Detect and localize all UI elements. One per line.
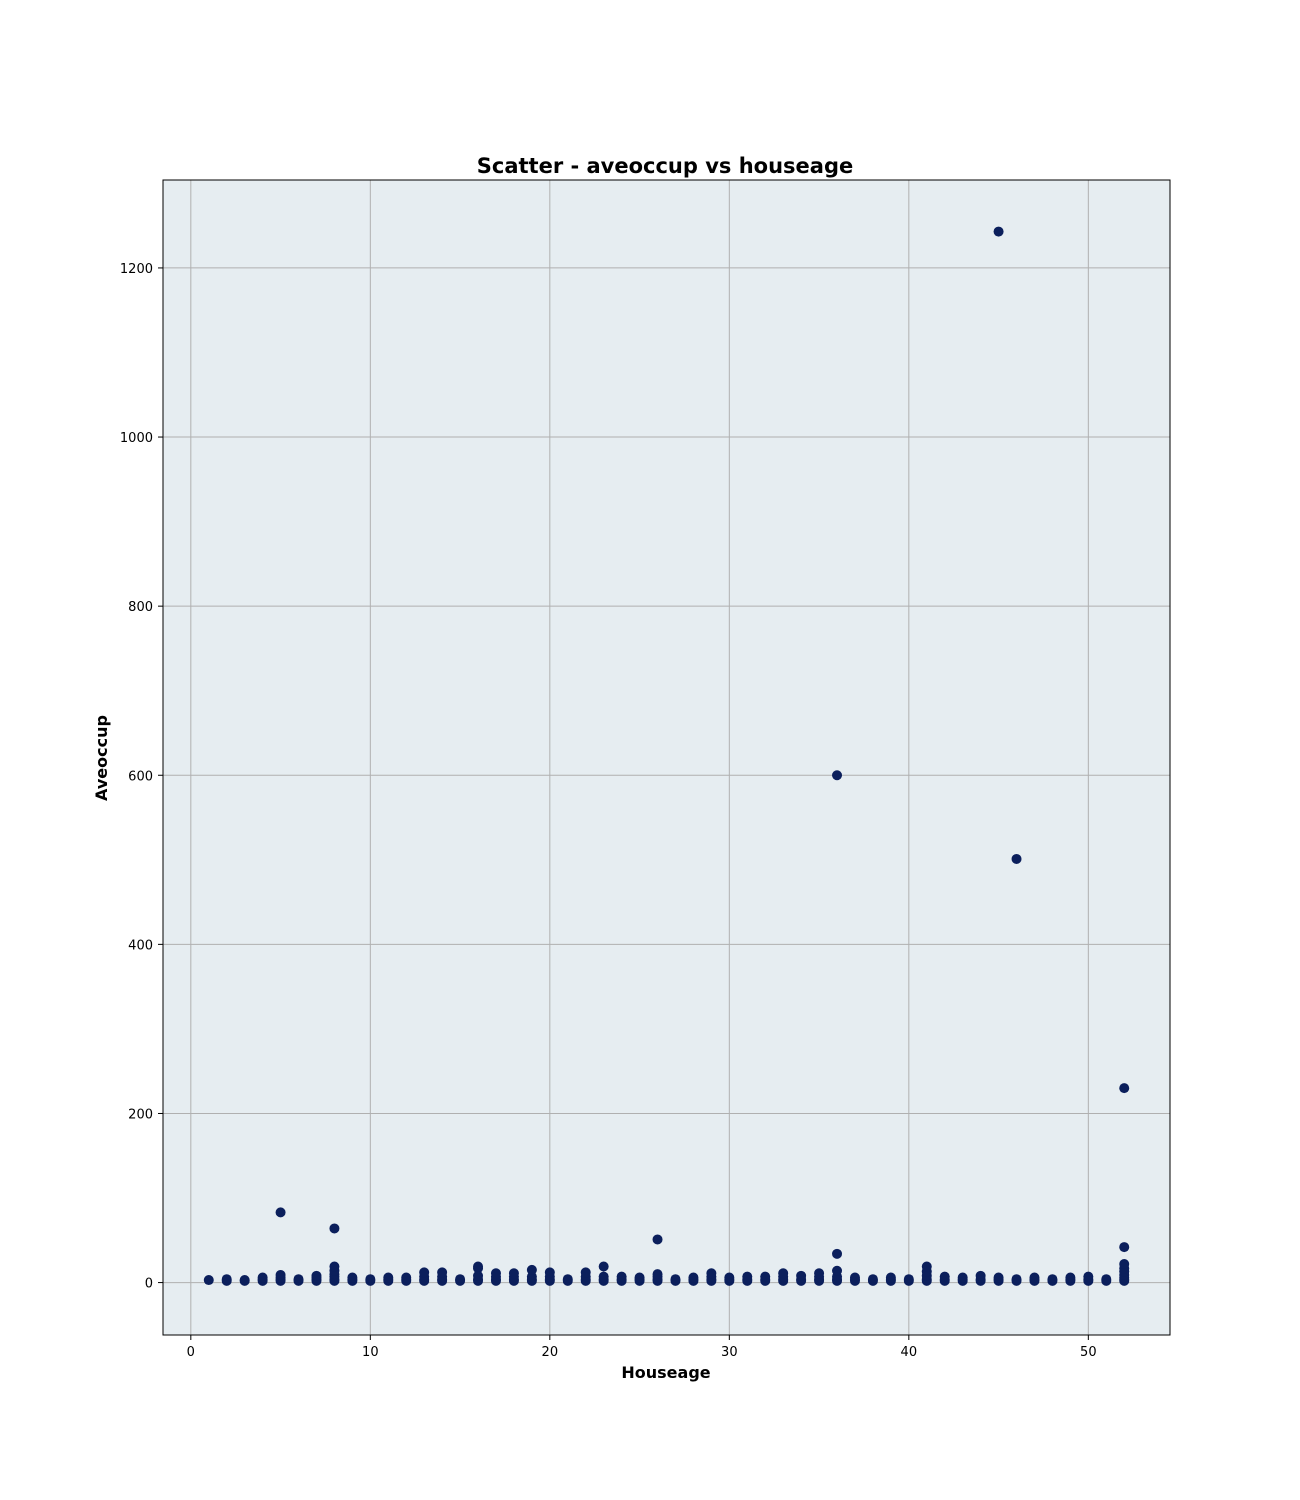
y-axis-label: Aveoccup [92,715,111,801]
data-point [1011,1274,1022,1285]
data-point [903,1274,914,1285]
y-tick-label: 1200 [120,262,153,277]
data-point [993,1272,1004,1283]
y-tick-label: 600 [128,769,153,784]
data-point [652,1234,663,1245]
y-tick-label: 1000 [120,431,153,446]
data-point [383,1272,394,1283]
x-tick-label: 0 [187,1345,195,1360]
x-axis-label: Houseage [621,1363,710,1382]
data-point [365,1274,376,1285]
data-point [652,1269,663,1280]
x-tick-label: 50 [1080,1345,1097,1360]
data-point [1029,1272,1040,1283]
data-point [293,1274,304,1285]
data-point [706,1268,717,1279]
data-point [993,226,1004,237]
data-point [867,1274,878,1285]
data-point [634,1272,645,1283]
y-tick-label: 0 [145,1277,153,1292]
data-point [473,1261,484,1272]
data-point [437,1267,448,1278]
data-point [778,1268,789,1279]
y-tick-label: 200 [128,1107,153,1122]
data-points [203,226,1130,1286]
data-point [1065,1272,1076,1283]
data-point [580,1267,591,1278]
data-point [508,1268,519,1279]
data-point [526,1264,537,1275]
data-point [957,1272,968,1283]
data-point [832,1265,843,1276]
data-point [544,1267,555,1278]
data-point [939,1271,950,1282]
data-point [598,1271,609,1282]
data-point [490,1268,501,1279]
data-point [724,1272,735,1283]
data-point [562,1274,573,1285]
chart-title: Scatter - aveoccup vs houseage [477,154,854,178]
data-point [921,1261,932,1272]
data-point [419,1267,430,1278]
x-tick-label: 30 [721,1345,738,1360]
data-point [742,1271,753,1282]
data-point [347,1272,358,1283]
data-point [1101,1274,1112,1285]
data-point [796,1270,807,1281]
data-point [203,1275,214,1286]
data-point [455,1274,466,1285]
data-point [1119,1083,1130,1094]
grid-lines [163,180,1170,1335]
data-point [1119,1258,1130,1269]
data-point [275,1207,286,1218]
y-axis-ticks: 0 200 400 600 800 1000 1200 [120,262,163,1292]
data-point [832,770,843,781]
data-point [401,1272,412,1283]
data-point [275,1269,286,1280]
data-point [1083,1271,1094,1282]
data-point [239,1275,250,1286]
plot-frame [162,179,1171,1336]
data-point [1047,1274,1058,1285]
data-point [975,1270,986,1281]
x-tick-label: 40 [901,1345,918,1360]
data-point [257,1272,268,1283]
data-point [329,1223,340,1234]
data-point [1011,853,1022,864]
data-point [688,1272,699,1283]
y-tick-label: 400 [128,938,153,953]
data-point [1119,1242,1130,1253]
x-axis-ticks: 0 10 20 30 40 50 [187,1335,1097,1360]
data-point [221,1274,232,1285]
data-point [598,1261,609,1272]
data-point [670,1274,681,1285]
x-tick-label: 10 [362,1345,379,1360]
data-point [311,1270,322,1281]
data-point [616,1271,627,1282]
data-point [473,1270,484,1281]
data-point [814,1268,825,1279]
plot-area [163,180,1170,1335]
data-point [885,1272,896,1283]
data-point [832,1248,843,1259]
data-point [849,1272,860,1283]
data-point [760,1271,771,1282]
data-point [329,1261,340,1272]
y-tick-label: 800 [128,600,153,615]
x-tick-label: 20 [542,1345,559,1360]
